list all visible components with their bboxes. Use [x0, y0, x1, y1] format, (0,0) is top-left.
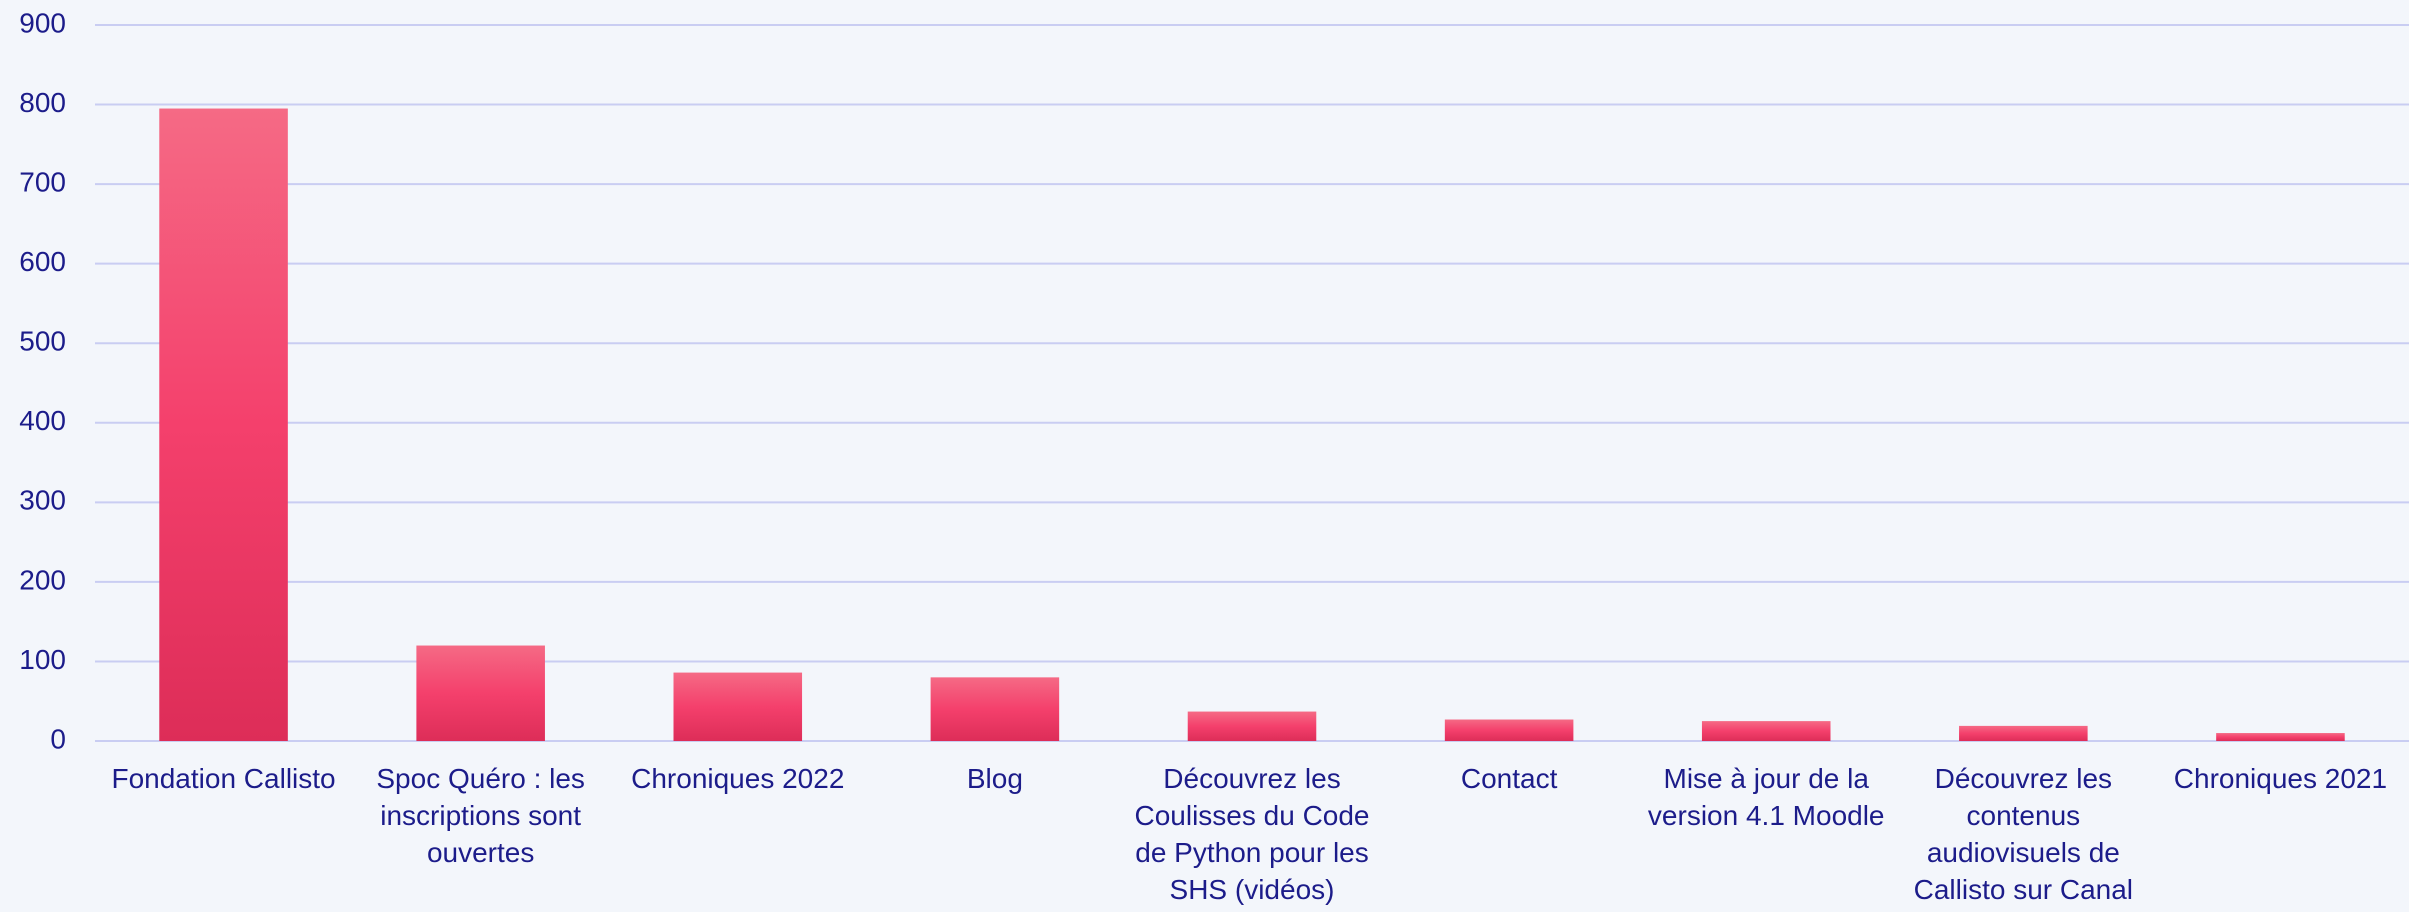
y-tick-label: 300: [19, 485, 66, 516]
bar: [2216, 733, 2345, 741]
y-tick-label: 900: [19, 7, 66, 38]
y-tick-label: 100: [19, 644, 66, 675]
bar: [1701, 721, 1831, 741]
x-tick-label: Chroniques 2021: [2173, 763, 2388, 794]
bar: [1444, 719, 1574, 741]
y-tick-label: 700: [19, 167, 66, 198]
y-tick-label: 200: [19, 564, 66, 595]
bar: [1187, 711, 1317, 741]
y-tick-label: 0: [50, 723, 66, 754]
x-tick-label: Mise à jour de la version 4.1 Moodle: [1647, 763, 1885, 831]
y-tick-label: 500: [19, 326, 66, 357]
x-tick-label: Contact: [1460, 763, 1558, 794]
x-tick-label: Fondation Callisto: [111, 763, 336, 794]
bar: [930, 677, 1060, 741]
y-tick-label: 600: [19, 246, 66, 277]
y-tick-label: 400: [19, 405, 66, 436]
x-tick-label: Blog: [966, 763, 1023, 794]
x-tick-label: Spoc Quéro : les inscriptions sont ouver…: [376, 763, 585, 868]
x-tick-label: Chroniques 2022: [631, 763, 845, 794]
bar: [416, 645, 545, 741]
bar: [159, 108, 288, 742]
bar: [673, 672, 803, 741]
x-tick-label: Découvrez les Coulisses du Code de Pytho…: [1134, 763, 1370, 905]
bar: [1959, 725, 2088, 741]
y-tick-label: 800: [19, 87, 66, 118]
x-tick-label: Découvrez les contenus audiovisuels de C…: [1913, 763, 2134, 912]
